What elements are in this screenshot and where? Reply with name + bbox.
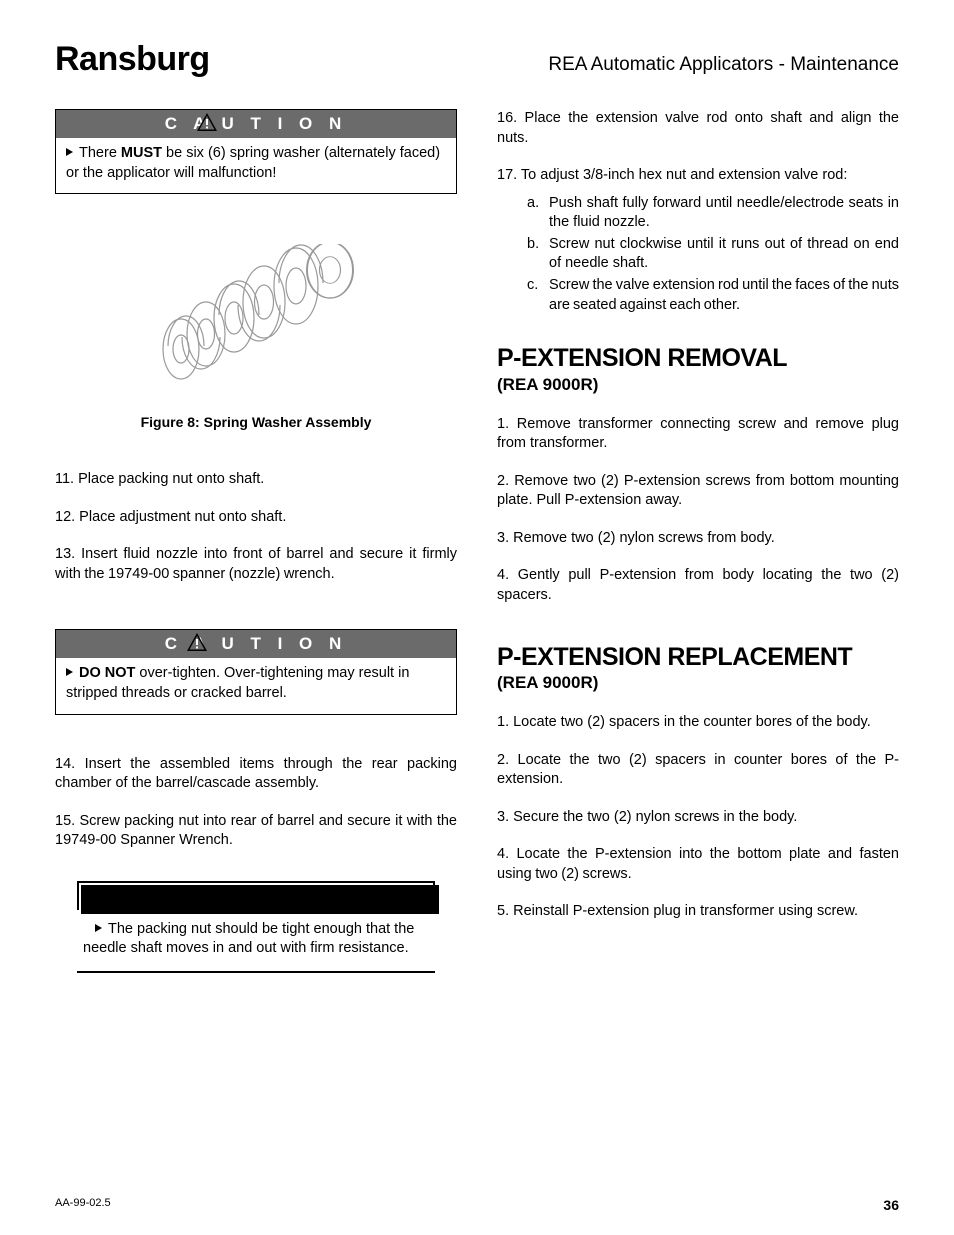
- sub-b: Screw nut clockwise until it runs out of…: [549, 235, 899, 274]
- note-body: The packing nut should be tight enough t…: [77, 910, 435, 973]
- page-footer: AA-99-02.5 36: [55, 1197, 899, 1213]
- removal-s1: 1. Remove transformer connecting screw a…: [497, 415, 899, 454]
- caution2-bold: DO NOT: [79, 665, 135, 681]
- caution-body-2: DO NOT over-tighten. Over-tightening may…: [56, 658, 456, 713]
- replace-s3: 3. Secure the two (2) nylon screws in th…: [497, 808, 899, 828]
- step-17: 17. To adjust 3/8-inch hex nut and exten…: [497, 166, 899, 186]
- replace-s4: 4. Locate the P-extension into the botto…: [497, 845, 899, 884]
- sub-a: Push shaft fully forward until needle/el…: [549, 194, 899, 233]
- page-number: 36: [883, 1197, 899, 1213]
- step-11: 11. Place packing nut onto shaft.: [55, 470, 457, 490]
- replace-s1: 1. Locate two (2) spacers in the counter…: [497, 713, 899, 733]
- step-13: 13. Insert fluid nozzle into front of ba…: [55, 545, 457, 584]
- brand-logo: Ransburg: [55, 40, 210, 79]
- bullet-arrow-icon: [66, 148, 73, 156]
- step-15: 15. Screw packing nut into rear of barre…: [55, 812, 457, 851]
- caution-box-2: C A U T I O N DO NOT over-tighten. Over-…: [55, 629, 457, 714]
- bullet-arrow-icon: [95, 924, 102, 932]
- caution-box-1: C A U T I O N There MUST be six (6) spri…: [55, 109, 457, 194]
- section-replace-sub: (REA 9000R): [497, 673, 899, 693]
- replace-s2: 2. Locate the two (2) spacers in counter…: [497, 751, 899, 790]
- sub-b-letter: b.: [527, 235, 549, 274]
- step-14: 14. Insert the assembled items through t…: [55, 755, 457, 794]
- caution-pre: There: [79, 145, 121, 161]
- note-label: NOTE: [77, 881, 435, 910]
- note-text: The packing nut should be tight enough t…: [83, 921, 414, 957]
- section-replace-title: P-EXTENSION REPLACEMENT: [497, 644, 899, 672]
- note-box: NOTE The packing nut should be tight eno…: [77, 881, 435, 973]
- removal-s2: 2. Remove two (2) P-extension screws fro…: [497, 472, 899, 511]
- caution-label: C A U T I O N: [165, 114, 348, 133]
- caution-body-1: There MUST be six (6) spring washer (alt…: [56, 138, 456, 193]
- figure-caption: Figure 8: Spring Washer Assembly: [55, 414, 457, 430]
- removal-s3: 3. Remove two (2) nylon screws from body…: [497, 529, 899, 549]
- replace-s5: 5. Reinstall P-extension plug in transfo…: [497, 902, 899, 922]
- sub-c: Screw the valve extension rod until the …: [549, 276, 899, 315]
- step-17-sublist: a.Push shaft fully forward until needle/…: [497, 194, 899, 315]
- section-removal-sub: (REA 9000R): [497, 375, 899, 395]
- warning-icon: [186, 632, 208, 652]
- caution-header-2: C A U T I O N: [56, 630, 456, 658]
- figure-8-image: [55, 244, 457, 389]
- warning-icon: [196, 112, 218, 132]
- bullet-arrow-icon: [66, 668, 73, 676]
- caution-header: C A U T I O N: [56, 110, 456, 138]
- section-removal-title: P-EXTENSION REMOVAL: [497, 345, 899, 373]
- sub-a-letter: a.: [527, 194, 549, 233]
- right-column: 16. Place the extension valve rod onto s…: [497, 109, 899, 973]
- step-16: 16. Place the extension valve rod onto s…: [497, 109, 899, 148]
- caution-bold: MUST: [121, 145, 162, 161]
- sub-c-letter: c.: [527, 276, 549, 315]
- footer-doc-id: AA-99-02.5: [55, 1197, 111, 1213]
- step-12: 12. Place adjustment nut onto shaft.: [55, 508, 457, 528]
- doc-section-title: REA Automatic Applicators - Maintenance: [548, 54, 899, 76]
- removal-s4: 4. Gently pull P-extension from body loc…: [497, 566, 899, 605]
- left-column: C A U T I O N There MUST be six (6) spri…: [55, 109, 457, 973]
